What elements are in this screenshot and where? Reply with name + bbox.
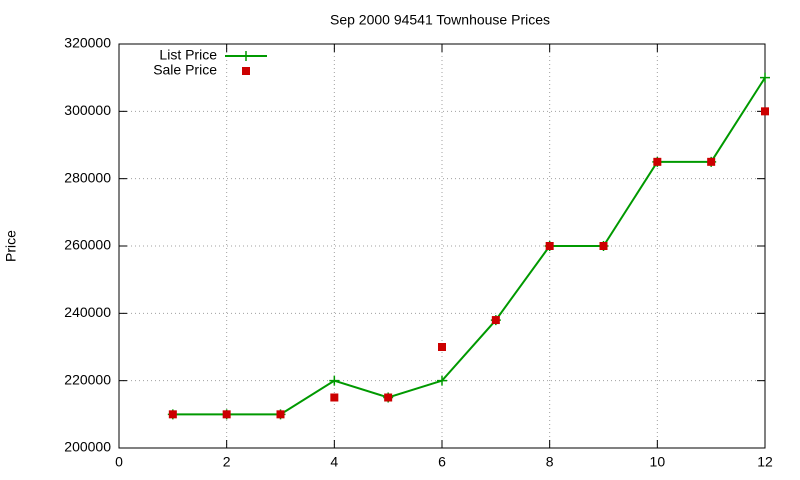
sale-price-point	[438, 343, 446, 351]
list-price-line	[172, 77, 766, 416]
y-tick-label: 320000	[64, 35, 111, 51]
sale-price-point	[653, 157, 662, 166]
sale-price-point	[330, 393, 339, 402]
sale-price-point	[599, 242, 608, 250]
sale-price-point	[384, 393, 393, 402]
sale-price-point	[168, 410, 177, 419]
x-tick-label: 8	[546, 454, 554, 470]
legend-label: List Price	[159, 47, 217, 63]
y-tick-label: 220000	[64, 371, 111, 387]
sale-price-point	[491, 316, 500, 325]
x-tick-label: 10	[650, 454, 666, 470]
list-price-point	[437, 375, 447, 386]
legend-label: Sale Price	[153, 62, 217, 78]
sale-price-point	[222, 410, 231, 419]
list-price-point	[760, 72, 770, 83]
x-tick-label: 0	[115, 454, 123, 470]
sale-price-point	[545, 242, 554, 250]
x-tick-label: 4	[330, 454, 338, 470]
plot-border	[118, 43, 766, 449]
chart-title: Sep 2000 94541 Townhouse Prices	[330, 12, 550, 28]
sale-price-point	[276, 410, 285, 419]
legend-swatch	[242, 67, 250, 75]
y-tick-label: 240000	[64, 304, 111, 320]
sale-price-point	[761, 107, 769, 116]
x-tick-label: 2	[223, 454, 231, 470]
x-tick-label: 6	[438, 454, 446, 470]
y-tick-label: 300000	[64, 102, 111, 118]
y-tick-label: 280000	[64, 169, 111, 185]
list-price-point	[329, 375, 340, 386]
legend-swatch	[241, 51, 251, 61]
y-axis-label: Price	[3, 230, 19, 262]
x-tick-label: 12	[757, 454, 773, 470]
y-tick-label: 200000	[64, 439, 111, 455]
sale-price-point	[707, 157, 716, 166]
y-tick-label: 260000	[64, 237, 111, 253]
